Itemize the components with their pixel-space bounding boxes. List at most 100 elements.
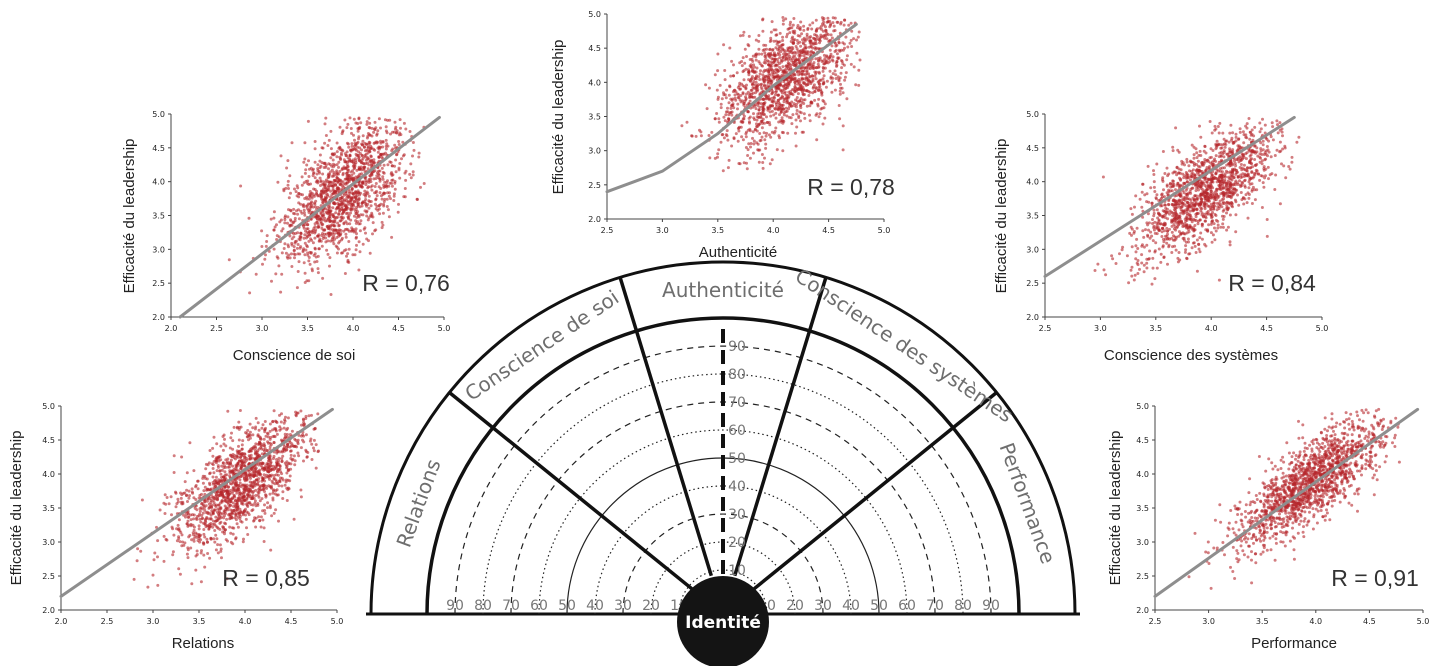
- data-point: [319, 239, 323, 243]
- data-point: [282, 189, 286, 193]
- data-point: [367, 140, 371, 144]
- data-point: [1190, 172, 1194, 176]
- data-point: [779, 68, 783, 72]
- data-point: [324, 196, 328, 200]
- data-point: [1278, 202, 1282, 206]
- data-point: [828, 55, 832, 59]
- data-point: [1195, 238, 1199, 242]
- data-point: [1267, 139, 1271, 143]
- data-point: [1288, 167, 1292, 171]
- data-point: [1221, 222, 1225, 226]
- data-point: [346, 165, 350, 169]
- data-point: [769, 135, 773, 139]
- data-point: [389, 197, 392, 201]
- data-point: [332, 165, 335, 169]
- data-point: [1263, 158, 1267, 162]
- data-point: [318, 166, 322, 170]
- data-point: [338, 170, 342, 173]
- data-point: [713, 117, 717, 121]
- data-point: [350, 177, 354, 180]
- data-point: [385, 142, 389, 146]
- data-point: [340, 205, 344, 209]
- data-point: [1213, 128, 1217, 132]
- data-point: [758, 122, 762, 126]
- data-point: [800, 77, 804, 81]
- data-point: [1248, 178, 1252, 182]
- data-point: [1212, 201, 1216, 205]
- data-point: [752, 139, 756, 143]
- data-point: [315, 192, 318, 195]
- data-point: [354, 212, 358, 216]
- data-point: [781, 39, 785, 42]
- data-point: [1216, 125, 1220, 128]
- data-point: [1155, 193, 1159, 197]
- data-point: [707, 134, 711, 137]
- data-point: [1287, 165, 1291, 168]
- data-point: [309, 201, 313, 205]
- data-point: [787, 62, 791, 66]
- data-point: [316, 194, 320, 198]
- x-tick-label: 2.5: [1039, 324, 1052, 333]
- data-point: [791, 93, 795, 97]
- data-point: [1259, 141, 1263, 145]
- data-point: [333, 179, 337, 183]
- data-point: [1245, 126, 1249, 130]
- data-point: [1164, 234, 1167, 238]
- data-point: [282, 247, 286, 250]
- data-point: [1290, 160, 1294, 164]
- data-point: [343, 160, 347, 164]
- data-point: [403, 195, 407, 199]
- data-point: [384, 151, 387, 155]
- data-point: [775, 148, 779, 152]
- data-point: [1238, 130, 1242, 134]
- data-point: [708, 156, 712, 160]
- data-point: [809, 35, 813, 39]
- data-point: [813, 89, 817, 93]
- data-point: [1228, 160, 1232, 164]
- data-point: [788, 23, 792, 27]
- y-tick-label: 2.5: [42, 572, 55, 581]
- data-point: [801, 130, 805, 134]
- data-point: [297, 217, 301, 221]
- data-point: [332, 153, 336, 157]
- data-point: [238, 478, 242, 482]
- data-point: [793, 80, 797, 84]
- data-point: [1135, 261, 1139, 265]
- data-point: [730, 113, 734, 117]
- data-point: [382, 183, 386, 187]
- data-point: [354, 121, 358, 125]
- data-point: [1101, 175, 1105, 179]
- data-point: [1142, 263, 1146, 267]
- data-point: [829, 75, 833, 79]
- data-point: [761, 73, 765, 77]
- data-point: [776, 98, 780, 102]
- data-point: [287, 196, 291, 200]
- data-point: [302, 459, 305, 463]
- data-point: [365, 122, 369, 126]
- data-point: [724, 113, 728, 117]
- data-point: [780, 103, 783, 107]
- data-point: [372, 158, 376, 162]
- data-point: [772, 39, 776, 43]
- data-point: [1193, 218, 1197, 222]
- data-point: [383, 180, 387, 184]
- data-point: [819, 107, 823, 111]
- data-point: [1227, 151, 1231, 155]
- data-point: [264, 244, 268, 248]
- data-point: [762, 43, 766, 47]
- data-point: [275, 223, 278, 227]
- data-point: [814, 18, 818, 22]
- data-point: [1206, 199, 1210, 203]
- data-point: [742, 114, 746, 118]
- data-point: [330, 219, 334, 223]
- data-point: [363, 209, 367, 213]
- data-point: [363, 149, 367, 153]
- data-point: [1183, 163, 1186, 167]
- data-point: [238, 409, 242, 412]
- data-point: [1152, 180, 1156, 184]
- data-point: [802, 69, 806, 73]
- data-point: [806, 26, 810, 30]
- data-point: [1243, 185, 1247, 189]
- data-point: [338, 183, 342, 187]
- data-point: [323, 122, 327, 126]
